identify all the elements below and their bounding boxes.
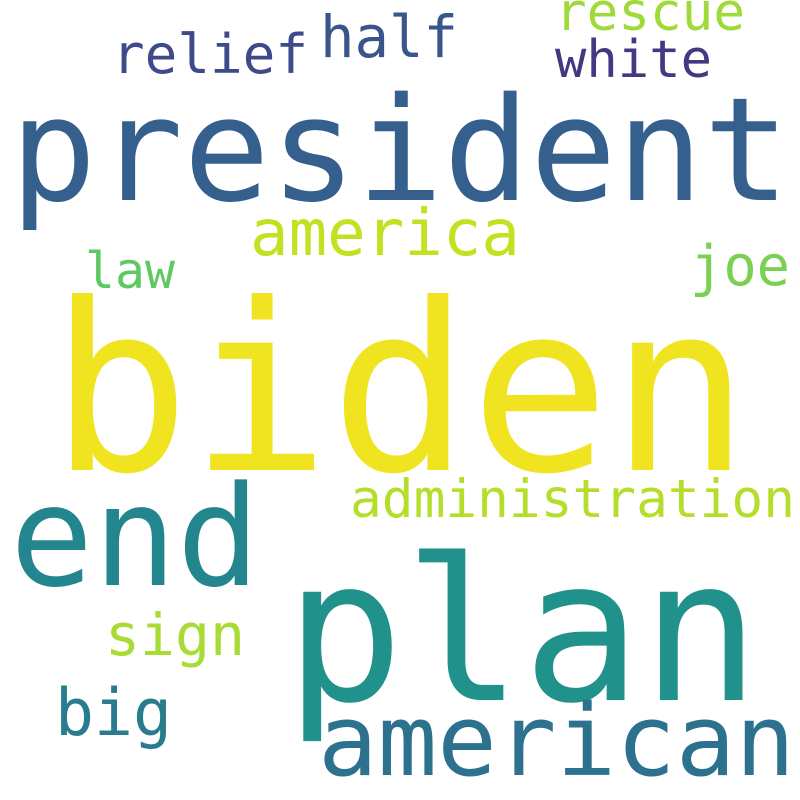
word: white: [555, 30, 712, 90]
word: big: [55, 676, 172, 751]
word: end: [10, 456, 260, 618]
word: law: [85, 242, 176, 300]
word: america: [250, 197, 520, 271]
word: american: [318, 684, 795, 799]
word: rescue: [555, 0, 745, 43]
word: president: [10, 66, 790, 234]
word: biden: [50, 254, 750, 525]
word: administration: [350, 469, 795, 530]
word: plan: [285, 516, 760, 747]
word: sign: [105, 601, 245, 669]
word: joe: [690, 234, 790, 299]
word: relief: [112, 23, 308, 86]
word: half: [320, 3, 458, 71]
